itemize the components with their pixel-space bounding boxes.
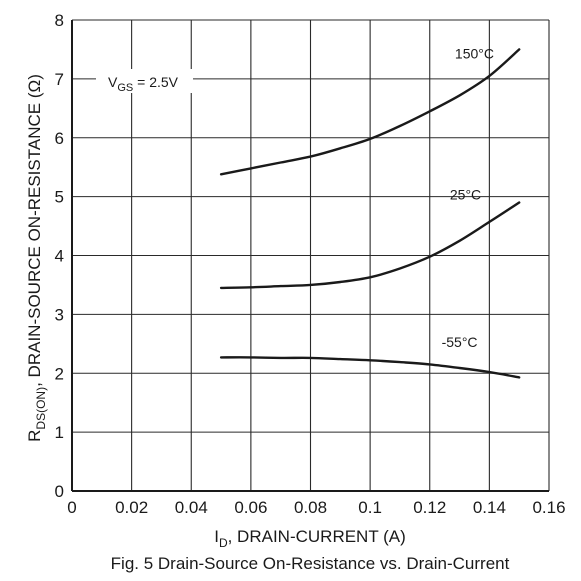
series-line-minus-55c bbox=[219, 356, 521, 379]
series-label-minus-55c: -55°C bbox=[442, 334, 478, 350]
x-axis-label: ID, DRAIN-CURRENT (A) bbox=[214, 527, 406, 550]
y-tick-label: 7 bbox=[55, 70, 64, 89]
y-tick-label: 1 bbox=[55, 423, 64, 442]
x-tick-label: 0.06 bbox=[234, 498, 267, 517]
x-tick-label: 0.04 bbox=[175, 498, 208, 517]
x-tick-label: 0.16 bbox=[532, 498, 565, 517]
series-label-150c: 150°C bbox=[455, 45, 494, 61]
series-curves: 150°C 25°C -55°C bbox=[219, 45, 521, 379]
y-tick-label: 4 bbox=[55, 247, 64, 266]
y-tick-label: 2 bbox=[55, 364, 64, 383]
y-tick-label: 8 bbox=[55, 11, 64, 30]
y-tick-label: 3 bbox=[55, 305, 64, 324]
series-line-150c bbox=[219, 48, 521, 176]
x-tick-label: 0.1 bbox=[358, 498, 382, 517]
x-tick-label: 0.02 bbox=[115, 498, 148, 517]
y-axis-label: RDS(ON), DRAIN-SOURCE ON-RESISTANCE (Ω) bbox=[25, 74, 48, 442]
axis-ticks: 0 0.02 0.04 0.06 0.08 0.1 0.12 0.14 0.16 0 1 2 3 4 5 6 7… bbox=[55, 11, 566, 517]
vgs-annotation: VGS = 2.5V bbox=[108, 74, 179, 94]
x-tick-label: 0 bbox=[67, 498, 76, 517]
annotation-background bbox=[96, 69, 193, 93]
series-label-25c: 25°C bbox=[450, 187, 481, 203]
y-tick-label: 6 bbox=[55, 129, 64, 148]
figure-caption: Fig. 5 Drain-Source On-Resistance vs. Dr… bbox=[111, 554, 510, 573]
grid bbox=[71, 19, 550, 492]
series-line-25c bbox=[219, 201, 521, 290]
y-tick-label: 0 bbox=[55, 482, 64, 501]
y-tick-label: 5 bbox=[55, 188, 64, 207]
x-tick-label: 0.14 bbox=[473, 498, 506, 517]
x-tick-label: 0.12 bbox=[413, 498, 446, 517]
x-tick-label: 0.08 bbox=[294, 498, 327, 517]
